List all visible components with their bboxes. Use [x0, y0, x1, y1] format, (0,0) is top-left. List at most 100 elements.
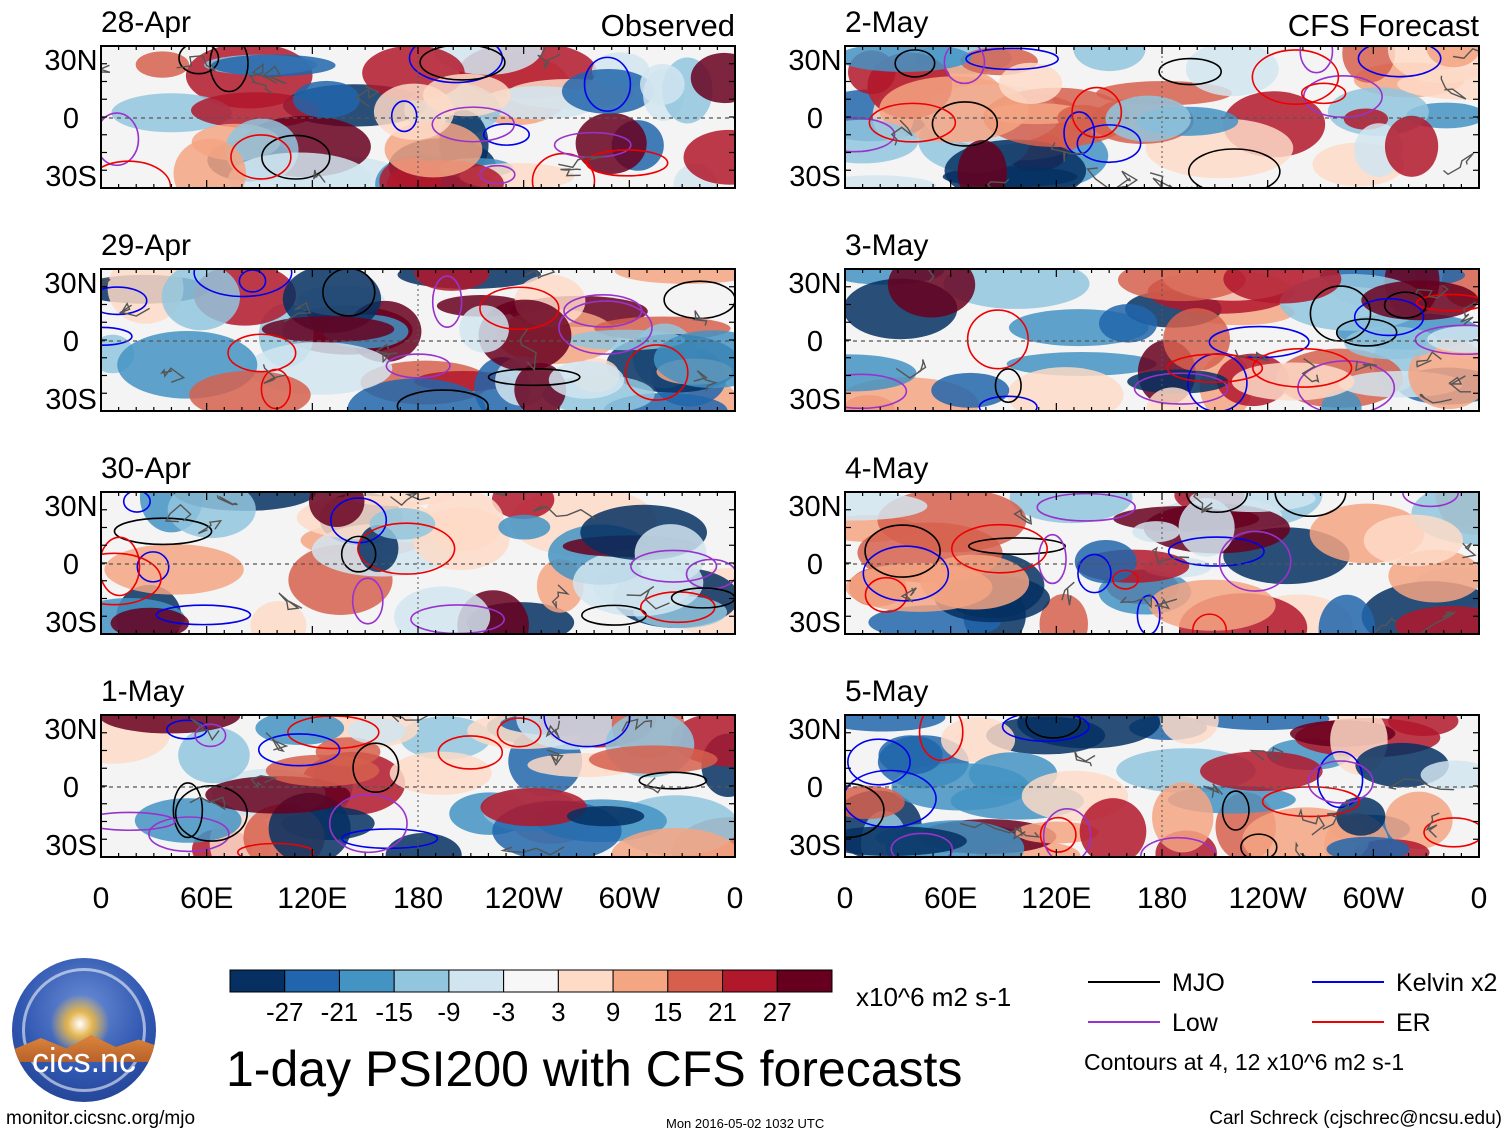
figure-title: 1-day PSI200 with CFS forecasts — [226, 1041, 963, 1097]
coastline — [626, 585, 670, 610]
anomaly-blob — [957, 140, 1007, 188]
y-tick-label: 30N — [788, 268, 841, 300]
anomaly-blob — [1007, 367, 1124, 411]
contour-line — [1111, 569, 1139, 590]
logo-ring-icon — [22, 968, 146, 1092]
contour-line — [978, 395, 1038, 411]
coastline — [1012, 826, 1041, 840]
contour-line — [1300, 82, 1347, 105]
x-tick-label: 180 — [1137, 882, 1187, 915]
source-url[interactable]: monitor.cicsnc.org/mjo — [6, 1108, 196, 1129]
contour-line — [950, 523, 1048, 574]
x-tick-label: 0 — [1471, 882, 1488, 915]
contour-line — [1335, 318, 1398, 347]
anomaly-blob — [1185, 46, 1279, 97]
colorbar-label: -21 — [321, 997, 359, 1027]
anomaly-blob — [161, 269, 241, 331]
contour-line — [1158, 57, 1222, 86]
contour-line — [209, 46, 249, 93]
panel-date-label: 1-May — [101, 675, 184, 708]
colorbar-label: 21 — [708, 997, 737, 1027]
anomaly-blob — [292, 80, 360, 119]
anomaly-blob — [548, 360, 625, 399]
x-tick-label: 120W — [1228, 882, 1307, 915]
contour-line — [437, 735, 504, 770]
anomaly-blob — [308, 492, 365, 527]
contour-line — [1191, 613, 1228, 634]
y-tick-label: 0 — [807, 772, 823, 804]
coastline — [248, 63, 278, 84]
contour-line — [1036, 492, 1136, 522]
colorbar-label: -3 — [492, 997, 515, 1027]
x-tick-label: 60W — [1342, 882, 1404, 915]
contour-line — [966, 309, 1029, 370]
coastline — [1050, 142, 1085, 162]
anomaly-blob — [879, 76, 1029, 143]
colorbar-box — [503, 969, 559, 993]
anomaly-blob — [1105, 95, 1191, 142]
anomaly-blob — [516, 715, 628, 750]
contour-line — [943, 46, 986, 85]
contour-line — [340, 535, 377, 573]
coastline — [261, 65, 287, 85]
anomaly-blob — [178, 727, 250, 784]
contour-line — [1221, 790, 1250, 831]
contour-line — [194, 723, 227, 748]
contour-line — [1423, 817, 1479, 848]
y-tick-label: 0 — [63, 772, 79, 804]
contour-line — [236, 842, 315, 857]
coastline — [1462, 542, 1477, 559]
anomaly-blob — [845, 785, 905, 820]
colorbar-box — [557, 969, 614, 993]
anomaly-blob — [1132, 521, 1180, 543]
contour-line — [482, 123, 531, 146]
y-tick-label: 30N — [44, 45, 97, 77]
anomaly-field — [101, 492, 735, 634]
anomaly-blob — [690, 52, 735, 104]
colorbar-box — [776, 969, 833, 993]
contour-line — [864, 524, 941, 578]
anomaly-blob — [566, 806, 645, 827]
contour-line — [1136, 594, 1161, 634]
anomaly-blob — [189, 370, 311, 411]
anomaly-blob — [998, 62, 1063, 104]
anomaly-blob — [1318, 594, 1376, 634]
contour-line — [155, 604, 252, 626]
contour-line — [1415, 293, 1479, 312]
coastline — [1460, 301, 1477, 326]
anomaly-field — [845, 492, 1479, 634]
y-tick-label: 0 — [63, 103, 79, 135]
contour-line — [1240, 833, 1278, 857]
column-label-observed: Observed — [601, 8, 735, 43]
coastline — [1249, 746, 1284, 762]
coastline — [551, 584, 570, 610]
panel-date-label: 30-Apr — [101, 452, 191, 485]
anomaly-blob — [480, 788, 587, 827]
contour-line — [479, 164, 516, 185]
coastline — [284, 301, 312, 323]
anomaly-blob — [845, 826, 967, 856]
contour-line — [1353, 297, 1425, 337]
colorbar-box — [284, 969, 340, 993]
coastline — [1425, 812, 1440, 838]
anomaly-blob — [1163, 308, 1231, 372]
contour-line — [1309, 285, 1372, 342]
coastline — [313, 169, 326, 183]
coastline — [522, 269, 556, 279]
anomaly-blob — [412, 507, 510, 571]
anomaly-blob — [683, 129, 735, 185]
y-tick-label: 0 — [807, 103, 823, 135]
contour-line — [172, 782, 204, 839]
coastline — [164, 503, 192, 523]
coastline — [1086, 167, 1110, 188]
anomaly-field — [845, 269, 1479, 411]
contour-line — [1299, 46, 1334, 74]
coastline — [1419, 393, 1452, 404]
anomaly-blob — [498, 514, 551, 540]
coastline — [278, 592, 303, 611]
anomaly-blob — [1160, 715, 1219, 745]
anomaly-blob — [491, 492, 555, 520]
